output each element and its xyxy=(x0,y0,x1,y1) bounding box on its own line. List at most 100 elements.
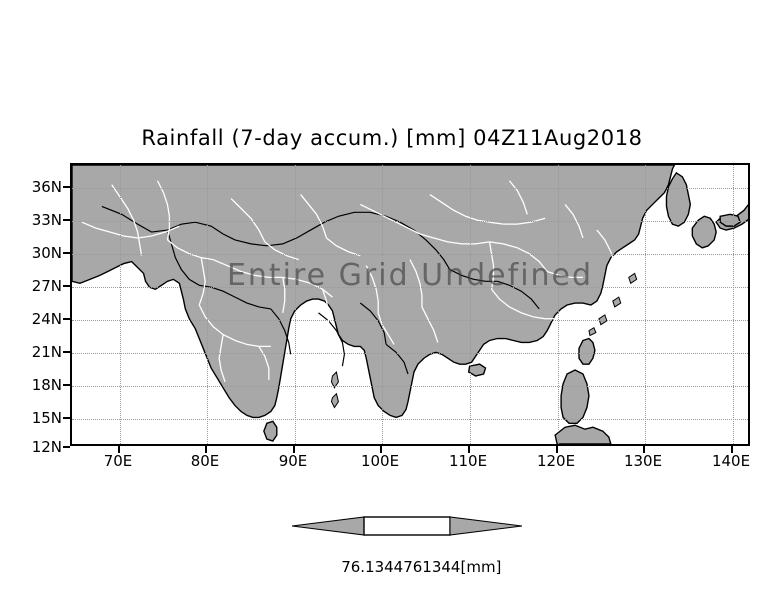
river-line xyxy=(508,180,528,215)
river-line xyxy=(282,276,333,298)
y-tick-label: 27N xyxy=(31,277,62,295)
colorbar-tick-labels: 76.1344761344[mm] xyxy=(292,540,522,594)
taiwan-land xyxy=(578,337,596,365)
border-line xyxy=(449,268,498,282)
y-tick-mark xyxy=(63,252,70,254)
x-tick-label: 70E xyxy=(103,452,133,470)
colorbar-low-extend xyxy=(292,516,365,536)
x-tick-label: 120E xyxy=(536,452,576,470)
landmass-group xyxy=(72,165,748,444)
river-line xyxy=(377,312,395,345)
river-line xyxy=(488,241,495,290)
river-line xyxy=(234,339,271,348)
x-tick-label: 80E xyxy=(190,452,220,470)
river-line xyxy=(300,194,328,239)
colorbar[interactable]: 76.1344761344[mm] xyxy=(292,514,522,576)
river-line xyxy=(429,194,490,223)
border-line xyxy=(399,221,451,270)
colorbar-high-extend xyxy=(449,516,522,536)
river-line xyxy=(546,270,583,279)
y-tick-label: 12N xyxy=(31,438,62,456)
map-plot-area[interactable]: Entire Grid Undefined xyxy=(70,163,750,446)
x-tick-mark xyxy=(118,446,120,453)
x-tick-label: 90E xyxy=(278,452,308,470)
river-line xyxy=(489,241,548,272)
ryukyu-islands-land xyxy=(598,314,608,326)
river-line xyxy=(596,229,616,264)
y-tick-mark xyxy=(63,417,70,419)
map-geography xyxy=(72,165,748,444)
river-line xyxy=(421,306,439,343)
border-line xyxy=(210,286,271,310)
x-tick-label: 140E xyxy=(711,452,751,470)
river-line xyxy=(156,180,171,241)
river-line xyxy=(167,239,214,261)
x-tick-mark xyxy=(468,446,470,453)
y-tick-mark xyxy=(63,318,70,320)
x-tick-mark xyxy=(380,446,382,453)
colorbar-high-label: 761344 xyxy=(403,558,461,576)
y-tick-mark xyxy=(63,219,70,221)
border-line xyxy=(318,312,345,367)
colorbar-mid-band xyxy=(363,516,451,536)
x-tick-mark xyxy=(293,446,295,453)
river-line xyxy=(198,304,236,342)
rivers-group xyxy=(81,180,616,383)
x-tick-label: 110E xyxy=(448,452,488,470)
river-line xyxy=(198,257,206,306)
river-line xyxy=(564,204,584,239)
luzon-land xyxy=(560,369,590,424)
colorbar-units-label: [mm] xyxy=(460,558,502,576)
river-line xyxy=(111,184,143,256)
border-line xyxy=(101,205,236,241)
river-line xyxy=(326,237,361,257)
river-line xyxy=(409,259,423,307)
x-tick-mark xyxy=(643,446,645,453)
y-tick-mark xyxy=(63,384,70,386)
y-tick-label: 21N xyxy=(31,343,62,361)
y-tick-label: 15N xyxy=(31,409,62,427)
river-line xyxy=(533,316,570,320)
border-line xyxy=(270,308,292,355)
river-line xyxy=(212,259,283,279)
ryukyu-islands-land xyxy=(628,272,638,285)
colorbar-low-label: 76.1344 xyxy=(341,558,404,576)
border-line xyxy=(234,211,401,247)
river-line xyxy=(489,217,546,225)
y-tick-label: 36N xyxy=(31,178,62,196)
x-tick-mark xyxy=(205,446,207,453)
y-tick-label: 24N xyxy=(31,310,62,328)
river-line xyxy=(491,288,534,318)
border-line xyxy=(385,343,409,375)
river-line xyxy=(360,203,421,235)
river-line xyxy=(218,334,226,383)
y-tick-mark xyxy=(63,351,70,353)
x-tick-label: 100E xyxy=(360,452,400,470)
japan-shikoku-land xyxy=(719,213,741,227)
hainan-land xyxy=(467,363,487,377)
y-tick-mark xyxy=(63,446,70,448)
x-tick-mark xyxy=(731,446,733,453)
sri-lanka-land xyxy=(263,420,278,442)
y-tick-mark xyxy=(63,186,70,188)
colorbar-swatches xyxy=(292,516,522,536)
river-line xyxy=(264,241,299,261)
river-line xyxy=(258,346,270,380)
river-line xyxy=(230,198,266,243)
ryukyu-islands-land xyxy=(588,326,597,337)
x-tick-label: 130E xyxy=(623,452,663,470)
border-line xyxy=(497,280,540,310)
visayas-land xyxy=(554,424,612,444)
river-line xyxy=(81,221,180,239)
andaman-islands-land xyxy=(330,371,339,389)
page-title: Rainfall (7-day accum.) [mm] 04Z11Aug201… xyxy=(141,126,643,150)
andaman-islands-land xyxy=(330,392,339,409)
river-line xyxy=(419,233,490,245)
y-tick-label: 33N xyxy=(31,211,62,229)
river-line xyxy=(321,289,330,337)
river-line xyxy=(365,265,379,313)
y-tick-label: 30N xyxy=(31,244,62,262)
japan-kyushu-land xyxy=(691,215,717,249)
x-tick-mark xyxy=(556,446,558,453)
